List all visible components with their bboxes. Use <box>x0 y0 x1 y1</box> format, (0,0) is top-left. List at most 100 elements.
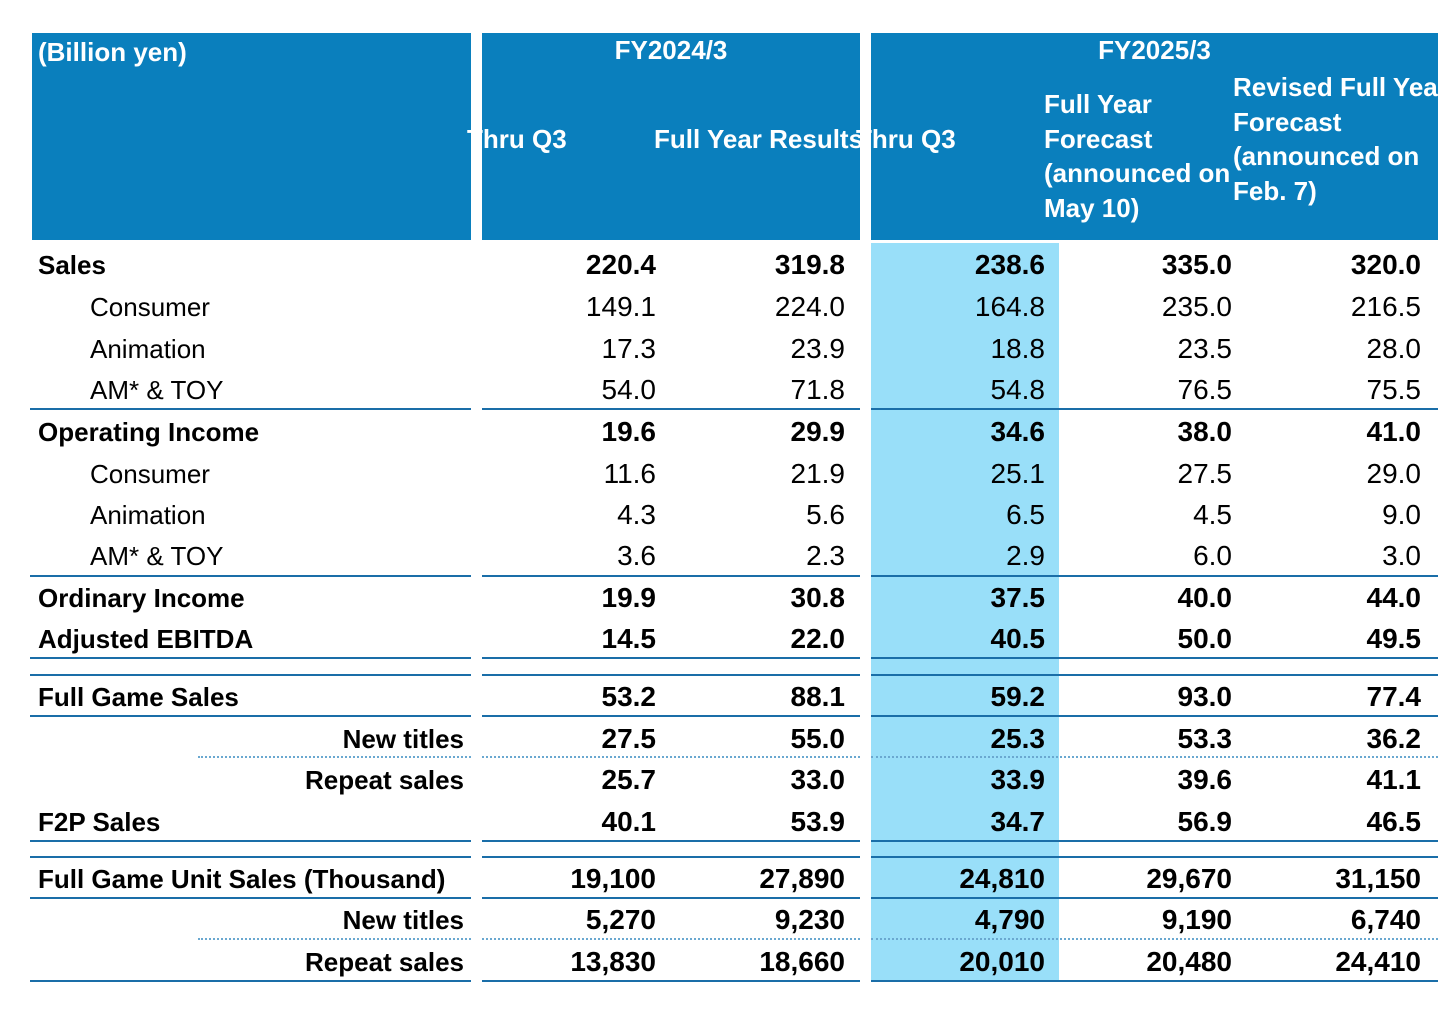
table-cell: 36.2 <box>1366 723 1422 754</box>
table-cell: 24,810 <box>959 863 1045 894</box>
header-fy2024-group: FY2024/3 <box>482 33 860 240</box>
table-cell: 27.5 <box>1177 458 1233 489</box>
table-rule <box>30 657 471 659</box>
table-rule <box>482 980 860 982</box>
table-cell: 20,010 <box>959 946 1045 977</box>
row-label: Adjusted EBITDA <box>38 624 254 654</box>
unit-label: (Billion yen) <box>38 37 187 67</box>
table-cell: 41.0 <box>1366 416 1422 447</box>
table-cell: 44.0 <box>1366 582 1422 613</box>
table-cell: 216.5 <box>1350 291 1421 322</box>
table-rule <box>30 980 471 982</box>
table-cell: 30.8 <box>790 582 846 613</box>
table-cell: 4,790 <box>974 904 1045 935</box>
table-cell: 34.6 <box>990 416 1046 447</box>
table-cell: 55.0 <box>790 723 846 754</box>
table-cell: 18,660 <box>759 946 845 977</box>
table-rule <box>482 575 860 577</box>
table-rule <box>30 674 471 676</box>
table-rule <box>871 408 1438 410</box>
table-cell: 31,150 <box>1335 863 1421 894</box>
table-dotted-rule <box>871 938 1438 940</box>
table-cell: 40.0 <box>1177 582 1233 613</box>
column-header-3: Thru Q3 <box>856 124 956 154</box>
table-cell: 27.5 <box>601 723 657 754</box>
row-label: Repeat sales <box>305 765 464 795</box>
table-rule <box>871 715 1438 717</box>
column-header-2: Full Year Results <box>654 124 864 154</box>
table-cell: 4.3 <box>617 499 656 530</box>
table-rule <box>30 408 471 410</box>
table-cell: 2.9 <box>1006 540 1045 571</box>
table-cell: 19,100 <box>570 863 656 894</box>
table-cell: 3.6 <box>617 540 656 571</box>
table-cell: 27,890 <box>759 863 845 894</box>
table-cell: 93.0 <box>1177 681 1233 712</box>
table-cell: 20,480 <box>1146 946 1232 977</box>
table-dotted-rule <box>482 938 860 940</box>
table-cell: 19.9 <box>601 582 657 613</box>
table-rule <box>871 897 1438 899</box>
table-dotted-rule <box>871 756 1438 758</box>
row-label: Operating Income <box>38 417 260 447</box>
table-cell: 320.0 <box>1350 249 1421 280</box>
table-cell: 40.1 <box>601 806 657 837</box>
table-cell: 41.1 <box>1366 764 1422 795</box>
table-rule <box>482 657 860 659</box>
table-cell: 46.5 <box>1366 806 1422 837</box>
table-cell: 18.8 <box>990 333 1046 364</box>
table-cell: 28.0 <box>1366 333 1422 364</box>
table-cell: 9.0 <box>1382 499 1421 530</box>
column-header-1: Thru Q3 <box>467 124 567 154</box>
table-cell: 6.0 <box>1193 540 1232 571</box>
table-cell: 9,190 <box>1161 904 1232 935</box>
fy2024-title: FY2024/3 <box>614 35 728 65</box>
table-cell: 224.0 <box>774 291 845 322</box>
table-cell: 59.2 <box>990 681 1046 712</box>
table-cell: 49.5 <box>1366 623 1422 654</box>
table-dotted-rule <box>198 938 471 940</box>
row-label: Consumer <box>90 292 210 322</box>
table-cell: 25.3 <box>990 723 1046 754</box>
table-cell: 76.5 <box>1177 374 1233 405</box>
table-rule <box>482 897 860 899</box>
table-cell: 24,410 <box>1335 946 1421 977</box>
table-cell: 38.0 <box>1177 416 1233 447</box>
row-label: Sales <box>38 250 106 280</box>
table-cell: 9,230 <box>774 904 845 935</box>
table-rule <box>482 840 860 842</box>
table-cell: 23.9 <box>790 333 846 364</box>
table-cell: 29,670 <box>1146 863 1232 894</box>
table-cell: 164.8 <box>974 291 1045 322</box>
table-cell: 40.5 <box>990 623 1046 654</box>
table-cell: 3.0 <box>1382 540 1421 571</box>
table-dotted-rule <box>198 756 471 758</box>
table-rule <box>30 575 471 577</box>
table-rule <box>871 980 1438 982</box>
table-cell: 88.1 <box>790 681 846 712</box>
table-cell: 29.0 <box>1366 458 1422 489</box>
table-cell: 34.7 <box>990 806 1046 837</box>
table-cell: 71.8 <box>790 374 846 405</box>
table-cell: 5.6 <box>806 499 845 530</box>
table-cell: 21.9 <box>790 458 846 489</box>
table-cell: 11.6 <box>603 458 656 489</box>
table-cell: 50.0 <box>1177 623 1233 654</box>
table-cell: 149.1 <box>585 291 656 322</box>
table-cell: 17.3 <box>601 333 657 364</box>
table-dotted-rule <box>482 756 860 758</box>
table-cell: 25.1 <box>990 458 1046 489</box>
table-cell: 23.5 <box>1177 333 1233 364</box>
table-rule <box>482 715 860 717</box>
table-rule <box>482 408 860 410</box>
row-label: New titles <box>342 905 464 935</box>
table-cell: 238.6 <box>974 249 1045 280</box>
table-rule <box>871 575 1438 577</box>
row-label: AM* & TOY <box>90 541 224 571</box>
table-cell: 13,830 <box>570 946 656 977</box>
row-label: F2P Sales <box>38 807 161 837</box>
header-unit-cell: (Billion yen) <box>32 33 471 240</box>
table-rule <box>482 674 860 676</box>
table-cell: 335.0 <box>1161 249 1232 280</box>
row-label: Animation <box>90 334 206 364</box>
